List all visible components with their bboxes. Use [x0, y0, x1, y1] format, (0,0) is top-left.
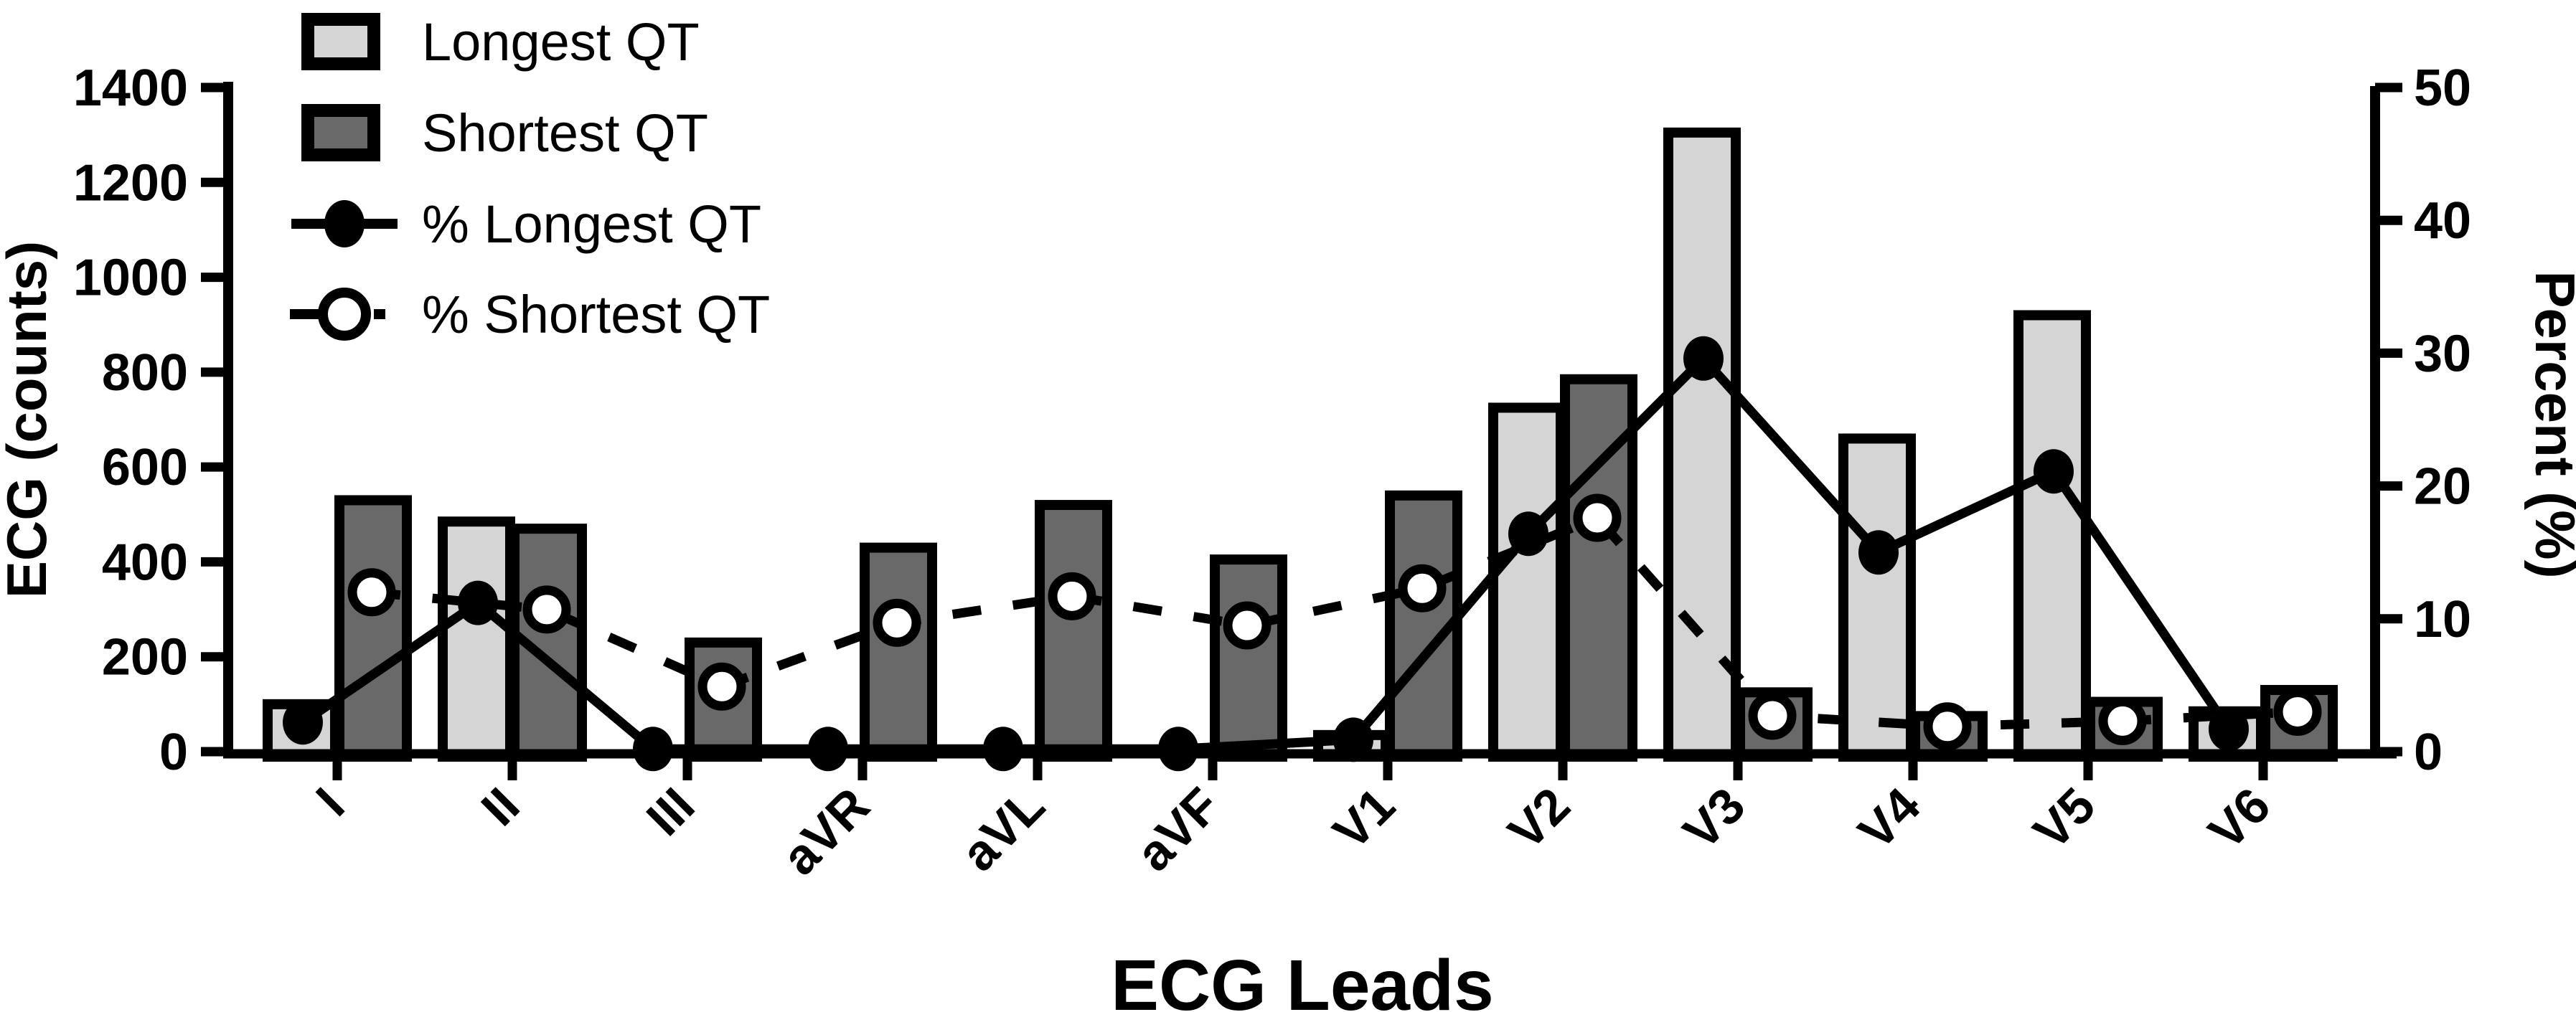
bar-aVF	[1210, 554, 1287, 762]
legend-item-label: % Shortest QT	[422, 285, 770, 344]
bar-II	[438, 516, 515, 762]
open-circle-marker	[2098, 696, 2147, 745]
bar-aVR	[860, 542, 937, 762]
filled-circle-marker	[2209, 706, 2249, 752]
solid-trend-line	[300, 351, 2233, 754]
right-axis-tick-label: 50	[2414, 60, 2471, 117]
legend-item-label: Shortest QT	[422, 103, 708, 163]
open-circle-marker	[1048, 572, 1096, 620]
open-circle-marker	[1573, 493, 1622, 542]
open-circle-marker	[873, 598, 921, 647]
open-circle-marker	[1223, 601, 1271, 650]
filled-circle-marker	[1508, 511, 1548, 557]
bar-V2	[1488, 402, 1566, 762]
open-circle-marker	[1748, 691, 1797, 740]
legend-item-shortest-qt: Shortest QT	[301, 103, 708, 163]
line-series--longest-qt	[283, 336, 2249, 772]
bar-II	[509, 524, 587, 762]
open-circle-marker	[1923, 702, 1972, 751]
open-circle-marker	[2273, 687, 2322, 736]
left-axis-title: ECG (counts)	[0, 241, 58, 598]
left-axis-tick-label: 1200	[73, 154, 188, 212]
legend-item--longest-qt: % Longest QT	[291, 194, 761, 254]
left-axis-tick-label: 600	[102, 439, 188, 496]
filled-circle-marker	[983, 727, 1023, 772]
left-axis-tick-label: 200	[102, 629, 188, 686]
legend-item-longest-qt: Longest QT	[301, 12, 700, 72]
left-axis-tick-label: 1400	[73, 60, 188, 117]
open-circle-marker	[697, 662, 746, 711]
right-axis-tick-label: 0	[2414, 724, 2443, 781]
legend-bar-swatch	[301, 104, 380, 161]
right-axis-tick-label: 40	[2414, 192, 2471, 250]
left-axis-tick-label: 800	[102, 344, 188, 402]
legend-open-circle-marker	[318, 288, 371, 341]
legend-filled-circle-marker	[324, 200, 365, 247]
x-axis-title: ECG Leads	[1111, 945, 1494, 1012]
filled-circle-marker	[1158, 727, 1198, 772]
right-axis-tick-label: 10	[2414, 591, 2471, 648]
open-circle-marker	[522, 585, 571, 634]
filled-circle-marker	[808, 727, 848, 772]
bar-V5	[2013, 310, 2091, 762]
filled-circle-marker	[1683, 336, 1724, 381]
filled-circle-marker	[633, 727, 673, 772]
line-series--shortest-qt	[347, 493, 2322, 751]
filled-circle-marker	[458, 580, 498, 625]
bar-V4	[1838, 433, 1916, 762]
open-circle-marker	[347, 568, 396, 617]
legend-item-label: % Longest QT	[422, 194, 761, 254]
bar-aVL	[1035, 500, 1112, 762]
open-circle-marker	[1398, 564, 1447, 613]
filled-circle-marker	[283, 700, 323, 745]
legend-item-label: Longest QT	[422, 12, 700, 72]
left-axis-tick-label: 0	[159, 724, 188, 781]
filled-circle-marker	[2034, 449, 2074, 494]
filled-circle-marker	[1333, 717, 1373, 762]
dashed-trend-line	[371, 512, 2298, 732]
legend-bar-swatch	[301, 13, 380, 70]
bar-I	[334, 495, 412, 762]
left-axis-tick-label: 400	[102, 534, 188, 591]
right-axis-title: Percent (%)	[2524, 270, 2576, 578]
legend-item--shortest-qt: % Shortest QT	[290, 285, 770, 344]
filled-circle-marker	[1858, 530, 1899, 575]
left-axis-tick-label: 1000	[73, 250, 188, 307]
legend: Longest QT Shortest QT % Longest QT % Short…	[290, 12, 770, 344]
right-axis-tick-label: 30	[2414, 325, 2471, 382]
right-axis-tick-label: 20	[2414, 458, 2471, 516]
